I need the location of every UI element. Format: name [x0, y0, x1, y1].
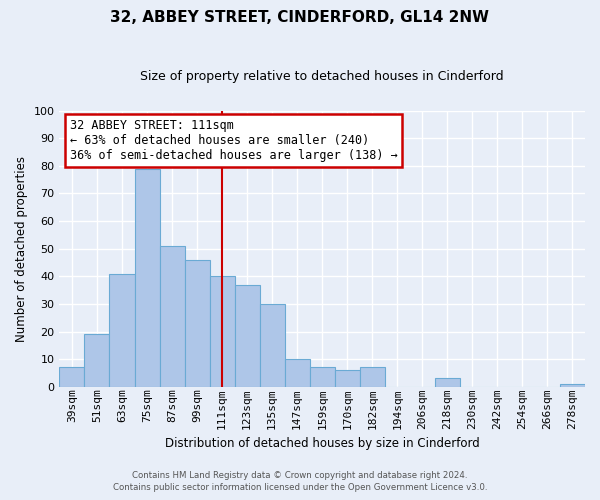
Bar [209, 276, 235, 387]
Bar [109, 274, 134, 387]
Y-axis label: Number of detached properties: Number of detached properties [15, 156, 28, 342]
Bar [435, 378, 460, 387]
Bar [335, 370, 360, 387]
Bar [85, 334, 109, 387]
Text: 32, ABBEY STREET, CINDERFORD, GL14 2NW: 32, ABBEY STREET, CINDERFORD, GL14 2NW [110, 10, 490, 25]
Bar [59, 368, 85, 387]
Bar [284, 359, 310, 387]
Bar [310, 368, 335, 387]
Text: Contains HM Land Registry data © Crown copyright and database right 2024.
Contai: Contains HM Land Registry data © Crown c… [113, 471, 487, 492]
Bar [185, 260, 209, 387]
Bar [160, 246, 185, 387]
Title: Size of property relative to detached houses in Cinderford: Size of property relative to detached ho… [140, 70, 504, 83]
Bar [560, 384, 585, 387]
Bar [260, 304, 284, 387]
X-axis label: Distribution of detached houses by size in Cinderford: Distribution of detached houses by size … [165, 437, 479, 450]
Text: 32 ABBEY STREET: 111sqm
← 63% of detached houses are smaller (240)
36% of semi-d: 32 ABBEY STREET: 111sqm ← 63% of detache… [70, 119, 398, 162]
Bar [235, 284, 260, 387]
Bar [134, 168, 160, 387]
Bar [360, 368, 385, 387]
